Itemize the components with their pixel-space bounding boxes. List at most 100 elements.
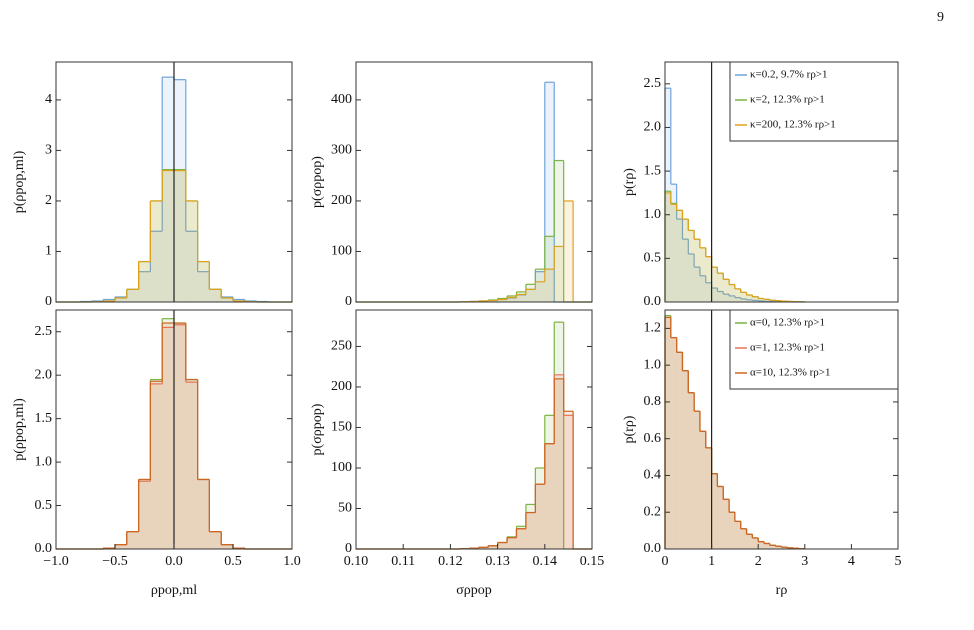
hist-bar [197,479,210,549]
hist-bar [734,297,741,302]
x-axis-label: ρpop,ml [151,583,197,598]
x-tick-label: 0.11 [391,554,415,569]
hist-bar [665,315,671,549]
y-tick-label: 2.0 [35,367,53,382]
hist-bar [516,526,526,549]
hist-bar [150,381,163,549]
hist-bar [723,499,730,549]
axes-frame [55,61,293,303]
hist-bar [525,512,536,549]
legend-label: α=0, 12.3% rρ>1 [750,317,825,329]
y-tick-label: 0.5 [644,251,662,266]
y-tick-label: 2.5 [35,324,53,339]
hist-bar [138,271,151,302]
hist-bar [209,289,222,302]
hist-bar [740,528,747,549]
panel: 0 1 2 3 4 p(ρpop,ml) [12,61,293,309]
hist-bar [676,352,683,549]
hist-bar [126,531,139,549]
hist-bar [535,467,545,549]
panel: 0.0 0.2 0.4 0.6 0.8 1.0 1.2 0 1 2 3 4 5 p(rρ) rρ α=0, 1… [622,309,902,598]
hist-bar [775,546,782,549]
hist-bar [150,200,163,302]
hist-bar [174,323,186,549]
hist-bar [507,297,517,302]
hist-bar [723,499,730,549]
y-tick-label: 1.0 [644,357,662,372]
hist-bar [535,269,545,302]
hist-bar [746,295,753,302]
hist-bar [197,271,210,302]
hist-bar [150,231,163,302]
hist-bar [717,273,724,302]
hist-bar [497,298,508,302]
hist-bar [535,281,545,302]
hist-bar [525,512,536,549]
hist-bar [507,537,517,549]
hist-bar [554,160,564,302]
hist-bar [752,537,759,549]
hist-bar [150,379,163,549]
hist-bar [682,370,689,549]
hist-bar [670,337,677,549]
hist-bar [209,531,222,549]
hist-bar [729,295,735,302]
hist-bar [740,298,747,302]
x-tick-label: 5 [895,554,902,569]
hist-bar [554,246,564,302]
hist-bar [554,322,564,549]
hist-bar [688,392,695,549]
hist-bar [185,200,198,302]
hist-bar [676,219,683,302]
hist-bar [115,296,127,302]
hist-bar [525,504,536,549]
hist-bar [221,544,233,549]
hist-bar [221,544,233,549]
x-tick-label: 0.10 [344,554,369,569]
hist-bar [115,544,127,549]
hist-bar [563,200,574,302]
hist-bar [563,411,574,549]
hist-bar [682,370,689,549]
x-tick-label: −0.5 [102,554,127,569]
hist-bar [688,392,695,549]
legend-label: α=1, 12.3% rρ>1 [750,342,825,354]
hist-bar [525,289,536,302]
hist-bar [507,297,517,302]
hist-bar [699,431,706,549]
hist-bar [516,294,526,302]
hist-bar [563,415,574,549]
hist-bar [740,292,747,302]
y-tick-label: 100 [331,460,352,475]
hist-bar [488,545,498,549]
y-tick-label: 0 [345,541,352,556]
hist-bar [209,289,222,302]
hist-bar [544,443,555,549]
hist-bar [676,352,683,549]
legend-label: α=10, 12.3% rρ>1 [750,367,831,379]
hist-bar [705,256,712,302]
hist-bar [682,239,689,302]
hist-bar [764,543,770,549]
hist-bar [694,267,700,302]
hist-bar [209,531,222,549]
hist-bar [221,544,233,549]
hist-bar [670,203,677,302]
hist-bar [497,299,508,302]
hist-bar [138,261,151,302]
hist-bar [764,299,770,302]
hist-bar [516,291,526,302]
hist-bar [717,486,724,549]
hist-bar [734,521,741,549]
hist-bar [764,299,770,302]
hist-bar [711,267,718,302]
hist-bar [115,544,127,549]
y-tick-label: 1.0 [644,207,662,222]
x-tick-label: 0.5 [224,554,242,569]
panel: 0 100 200 300 400 p(σρpop) [310,61,593,309]
hist-bar [746,534,753,549]
hist-bar [705,256,712,302]
hist-bar [729,284,735,302]
hist-bar [723,279,730,302]
hist-bar [670,184,677,302]
